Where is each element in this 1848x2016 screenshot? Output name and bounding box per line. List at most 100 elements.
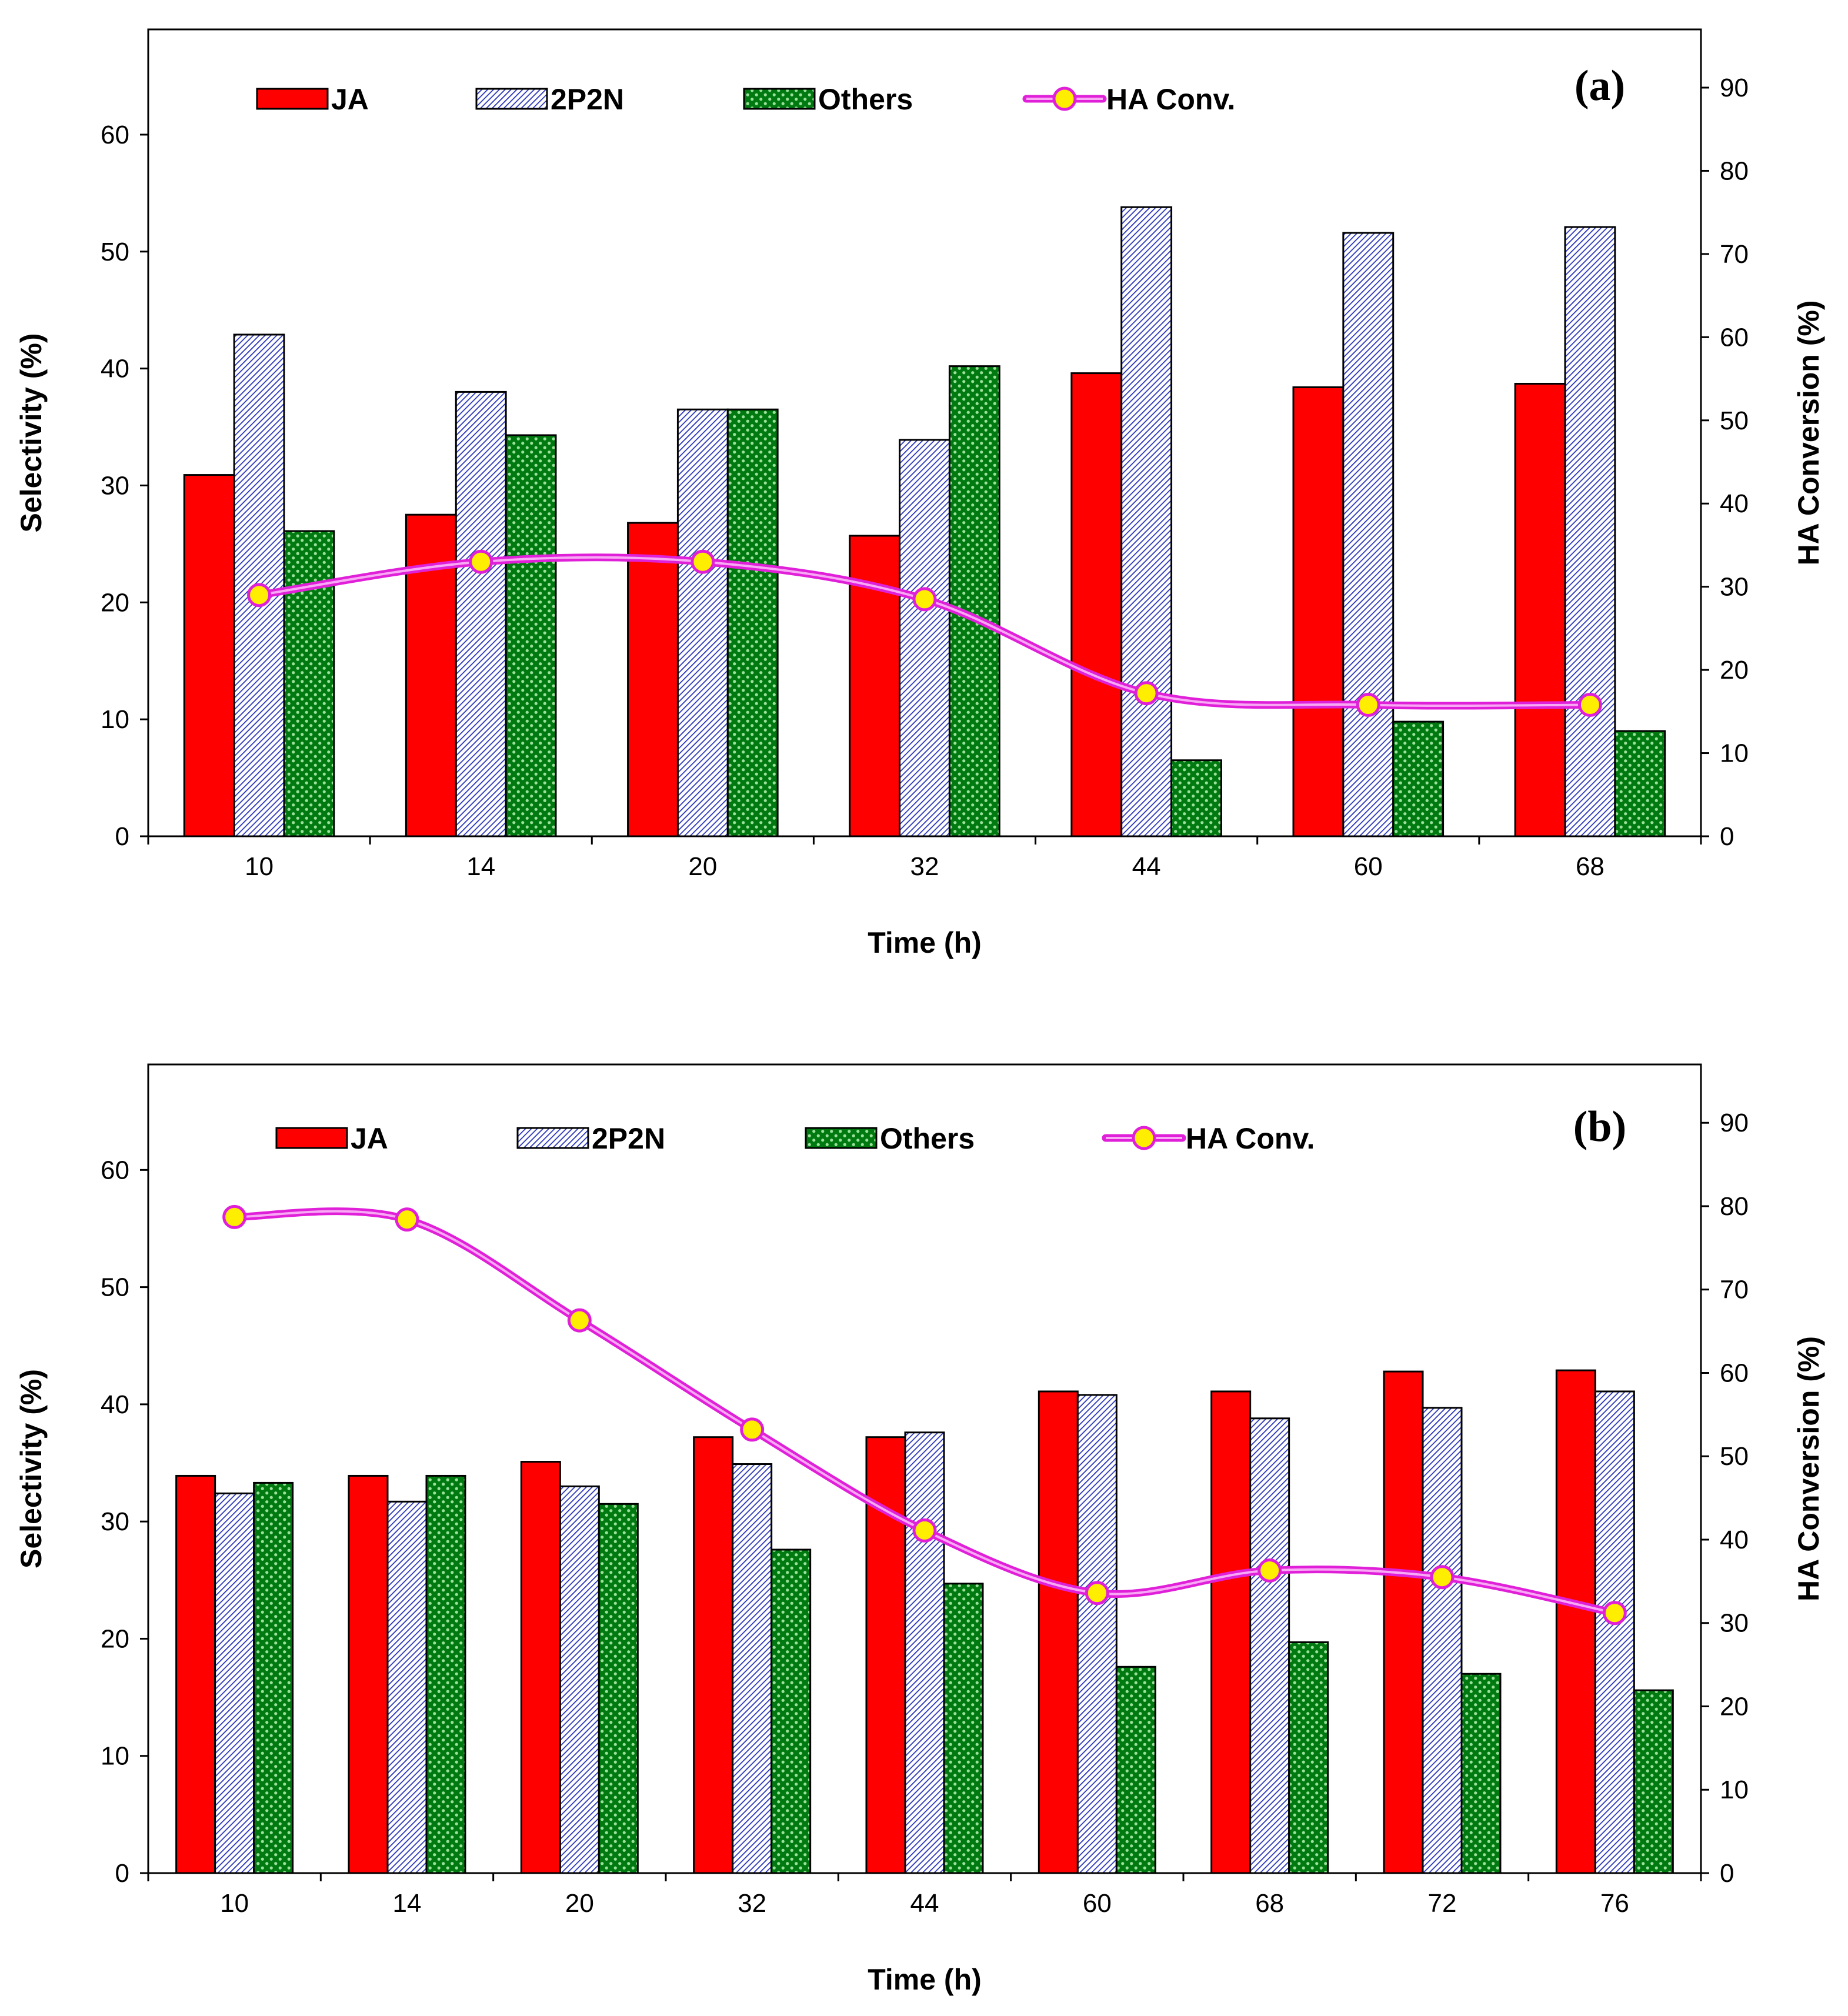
bar-2p2n-32h [899, 439, 950, 837]
x-tick-label: 68 [1576, 852, 1605, 881]
x-tick-label: 44 [1132, 852, 1161, 881]
bar-ja-20h [520, 1461, 561, 1874]
y2-tick-label: 70 [1720, 240, 1749, 269]
bar-others-60h [1392, 720, 1445, 837]
bar-2p2n-68h [1249, 1417, 1290, 1874]
bar-2p2n-44h [904, 1431, 945, 1874]
y-tick-label: 30 [101, 1507, 129, 1536]
bar-others-10h [253, 1481, 294, 1874]
x-tick-label: 44 [910, 1889, 939, 1918]
legend-label-others: Others [880, 1122, 975, 1155]
bar-2p2n-44h [1120, 206, 1173, 837]
y-tick-label: 40 [101, 1390, 129, 1419]
marker-ha-conv-68h [1577, 693, 1602, 717]
bar-2p2n-60h [1076, 1394, 1118, 1874]
y-tick-label: 20 [101, 588, 129, 617]
bar-2p2n-68h [1564, 226, 1616, 837]
bar-2p2n-72h [1422, 1407, 1463, 1874]
y2-tick-label: 30 [1720, 1609, 1749, 1638]
bar-ja-14h [348, 1474, 389, 1874]
marker-ha-conv-60h [1356, 693, 1380, 717]
bar-2p2n-10h [214, 1492, 255, 1874]
marker-ha-conv-44h [1134, 681, 1159, 706]
marker-ha-conv-10h [222, 1204, 247, 1229]
x-tick-label: 68 [1255, 1889, 1284, 1918]
bar-others-20h [598, 1503, 639, 1874]
bar-ja-44h [1070, 372, 1123, 837]
x-tick-label: 14 [466, 852, 495, 881]
y2-tick-label: 30 [1720, 573, 1749, 602]
bar-others-44h [1170, 759, 1222, 837]
x-tick-label: 20 [688, 852, 717, 881]
marker-ha-conv-32h [912, 587, 937, 612]
bar-others-68h [1614, 730, 1666, 837]
x-axis-title: Time (h) [868, 926, 982, 959]
bar-2p2n-76h [1594, 1390, 1635, 1874]
legend-label-2p2n: 2P2N [592, 1122, 665, 1155]
bar-others-32h [770, 1548, 812, 1874]
legend-label-others: Others [818, 83, 913, 116]
bar-2p2n-32h [732, 1463, 773, 1874]
bar-others-44h [943, 1583, 984, 1874]
marker-ha-conv-72h [1430, 1565, 1455, 1590]
marker-ha-conv-10h [247, 583, 272, 608]
bar-ja-68h [1210, 1390, 1252, 1874]
legend-label-2p2n: 2P2N [551, 83, 624, 116]
x-tick-label: 14 [393, 1889, 422, 1918]
marker-ha-conv-68h [1257, 1558, 1282, 1583]
legend-swatch-others [805, 1127, 878, 1149]
bar-ja-60h [1292, 386, 1345, 837]
bar-2p2n-20h [559, 1485, 600, 1874]
bar-others-20h [726, 408, 779, 837]
x-tick-label: 10 [220, 1889, 249, 1918]
y2-tick-label: 90 [1720, 74, 1749, 102]
marker-ha-conv-20h [567, 1308, 592, 1333]
bar-ja-10h [183, 474, 235, 837]
x-tick-label: 60 [1354, 852, 1383, 881]
legend-swatch-ha-conv-marker [1052, 86, 1077, 111]
legend-swatch-ha-conv-marker [1132, 1126, 1156, 1150]
legend-swatch-2p2n [516, 1127, 589, 1149]
x-tick-label: 32 [910, 852, 939, 881]
bar-others-14h [505, 434, 557, 837]
bar-others-32h [948, 365, 1000, 837]
y2-tick-label: 20 [1720, 1692, 1749, 1721]
bar-2p2n-14h [455, 390, 507, 837]
legend-swatch-ja [275, 1127, 348, 1149]
y-tick-label: 40 [101, 355, 129, 383]
y2-tick-label: 70 [1720, 1276, 1749, 1304]
bar-others-14h [425, 1474, 466, 1874]
y-tick-label: 30 [101, 471, 129, 500]
y2-tick-label: 80 [1720, 156, 1749, 185]
bar-2p2n-60h [1342, 232, 1395, 837]
y2-tick-label: 90 [1720, 1109, 1749, 1137]
bar-2p2n-14h [386, 1500, 428, 1874]
y-axis-title: Selectivity (%) [15, 333, 48, 532]
y-tick-label: 10 [101, 705, 129, 734]
y2-tick-label: 50 [1720, 406, 1749, 435]
y2-tick-label: 40 [1720, 1526, 1749, 1554]
x-tick-label: 76 [1600, 1889, 1629, 1918]
y2-tick-label: 60 [1720, 323, 1749, 352]
x-tick-label: 60 [1083, 1889, 1112, 1918]
bar-ja-76h [1555, 1369, 1596, 1874]
y2-tick-label: 80 [1720, 1192, 1749, 1221]
legend-label-ha-conv-: HA Conv. [1186, 1122, 1315, 1155]
bar-others-72h [1460, 1673, 1502, 1874]
y2-tick-label: 50 [1720, 1442, 1749, 1471]
marker-ha-conv-44h [912, 1518, 937, 1543]
marker-ha-conv-32h [740, 1417, 765, 1442]
x-tick-label: 32 [738, 1889, 766, 1918]
y-tick-label: 60 [101, 1156, 129, 1184]
bar-others-10h [283, 530, 335, 837]
y2-tick-label: 20 [1720, 656, 1749, 685]
legend-swatch-others [743, 88, 816, 110]
x-tick-label: 20 [565, 1889, 594, 1918]
bar-ja-20h [627, 522, 679, 837]
y-tick-label: 0 [115, 1859, 129, 1888]
bar-ja-60h [1038, 1390, 1079, 1874]
legend-label-ha-conv-: HA Conv. [1106, 83, 1235, 116]
x-tick-label: 72 [1428, 1889, 1457, 1918]
y-tick-label: 20 [101, 1624, 129, 1653]
